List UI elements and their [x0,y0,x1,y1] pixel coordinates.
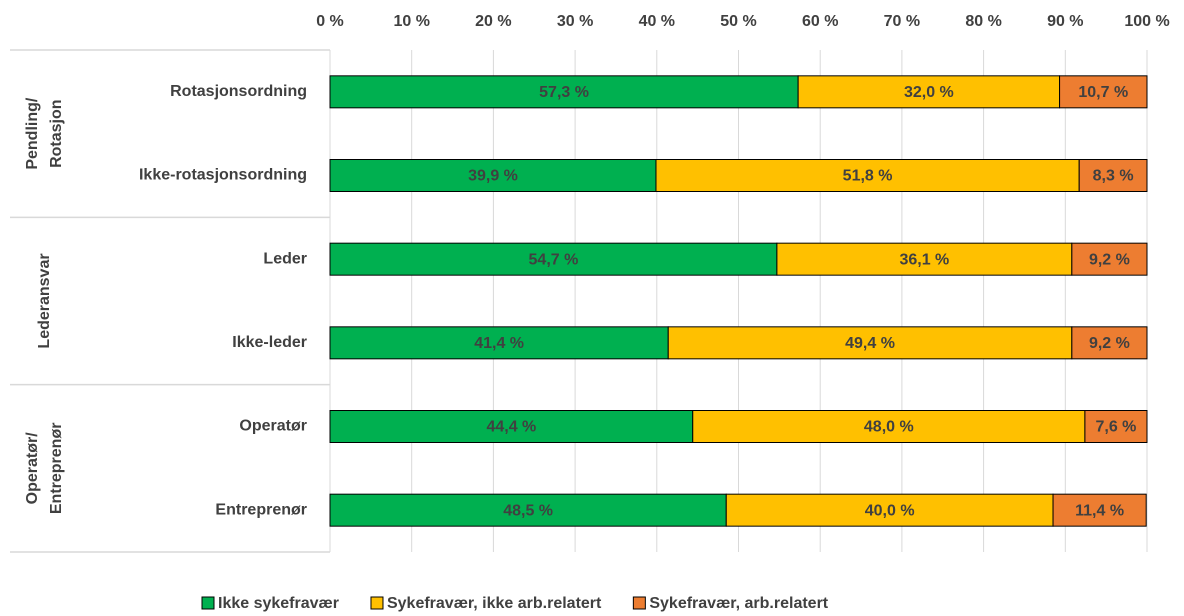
value-label: 57,3 % [539,84,589,101]
bar-segment [329,242,778,276]
group-label: Pendling/ [24,97,41,170]
y-tick-label: Ikke-leder [232,334,307,351]
value-label: 44,4 % [486,419,536,436]
value-label: 39,9 % [468,168,518,185]
group-label: Lederansvar [36,253,53,348]
bar-segment [1078,159,1148,192]
value-label: 10,7 % [1078,84,1128,101]
value-label: 41,4 % [474,335,524,352]
y-tick-label: Ikke-rotasjonsordning [139,167,307,184]
value-label: 9,2 % [1089,335,1130,352]
x-tick-label: 100 % [1124,13,1169,30]
legend-label: Sykefravær, arb.relatert [649,595,828,612]
value-label: 40,0 % [865,502,915,519]
group-label: Rotasjon [48,99,65,167]
legend-label: Ikke sykefravær [218,595,339,612]
bar-segment [329,75,799,109]
x-tick-label: 70 % [884,13,920,30]
bar-segment [1071,326,1148,360]
value-label: 8,3 % [1093,168,1134,185]
value-label: 11,4 % [1075,502,1124,519]
bar-segment [1071,242,1148,276]
value-label: 48,5 % [503,502,553,519]
x-tick-label: 90 % [1047,13,1083,30]
y-tick-label: Rotasjonsordning [170,83,307,100]
bar-segment [667,326,1073,360]
bar-segment [655,159,1080,192]
x-tick-label: 10 % [393,13,429,30]
x-tick-label: 20 % [475,13,511,30]
y-tick-label: Operatør [239,418,307,435]
legend-swatch [370,596,384,610]
bar-segment [329,159,657,192]
value-label: 9,2 % [1089,251,1130,268]
value-label: 7,6 % [1095,419,1136,436]
value-label: 36,1 % [899,251,949,268]
x-tick-label: 60 % [802,13,838,30]
value-label: 49,4 % [845,335,895,352]
value-label: 32,0 % [904,84,954,101]
x-tick-label: 30 % [557,13,593,30]
x-tick-label: 80 % [965,13,1001,30]
bar-segment [329,410,694,443]
value-label: 48,0 % [864,419,914,436]
x-tick-label: 0 % [316,13,344,30]
legend-swatch [201,596,215,610]
bar-segment [776,242,1073,276]
bar-segment [1052,493,1147,527]
group-label: Operatør/ [24,432,41,505]
bar-segment [1059,75,1148,109]
group-label: Entreprenør [48,423,65,515]
y-tick-label: Leder [263,250,307,267]
legend-label: Sykefravær, ikke arb.relatert [387,595,602,612]
value-label: 54,7 % [529,251,579,268]
y-tick-label: Entreprenør [215,501,307,518]
x-tick-label: 50 % [720,13,756,30]
bar-segment [725,493,1054,527]
value-label: 51,8 % [843,168,893,185]
bar-segment [692,410,1086,443]
bar-segment [329,326,669,360]
x-tick-label: 40 % [639,13,675,30]
bar-segment [1084,410,1148,443]
legend-swatch [632,596,646,610]
